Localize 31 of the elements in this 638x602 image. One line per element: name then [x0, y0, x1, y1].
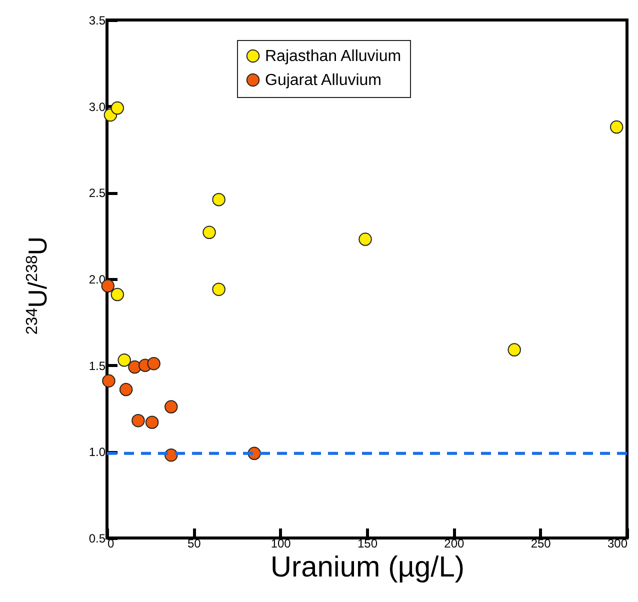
x-tick-label: 300 [607, 536, 628, 550]
x-tick-label: 50 [187, 536, 202, 550]
point [212, 192, 226, 206]
x-tick-label: 100 [270, 536, 292, 550]
point [164, 400, 178, 414]
y-tick-label: 1.5 [88, 358, 106, 373]
point [110, 288, 124, 302]
y-tick-label: 0.5 [88, 532, 106, 546]
point [145, 416, 159, 429]
x-tick-label: 150 [357, 536, 378, 550]
x-tick-label: 200 [444, 536, 464, 550]
y-tick-label: 3.5 [88, 14, 106, 28]
point [358, 232, 372, 246]
point [110, 101, 124, 115]
x-axis-title: Uranium (µg/L) [270, 552, 464, 584]
point [119, 382, 133, 396]
y-tick-label: 3.0 [88, 100, 106, 114]
point [132, 414, 145, 428]
point [102, 374, 116, 388]
y-tick-label: 1.0 [88, 445, 106, 460]
legend-label: Rajasthan Alluvium [265, 48, 402, 65]
point [202, 226, 216, 239]
point [610, 120, 624, 134]
point [128, 360, 142, 374]
x-tick-label: 250 [530, 536, 552, 550]
point [118, 354, 131, 367]
y-tick-label: 2.5 [88, 186, 106, 200]
point [508, 343, 521, 356]
point [147, 356, 160, 370]
point [212, 282, 226, 296]
legend-label: Gujarat Alluvium [265, 72, 382, 89]
